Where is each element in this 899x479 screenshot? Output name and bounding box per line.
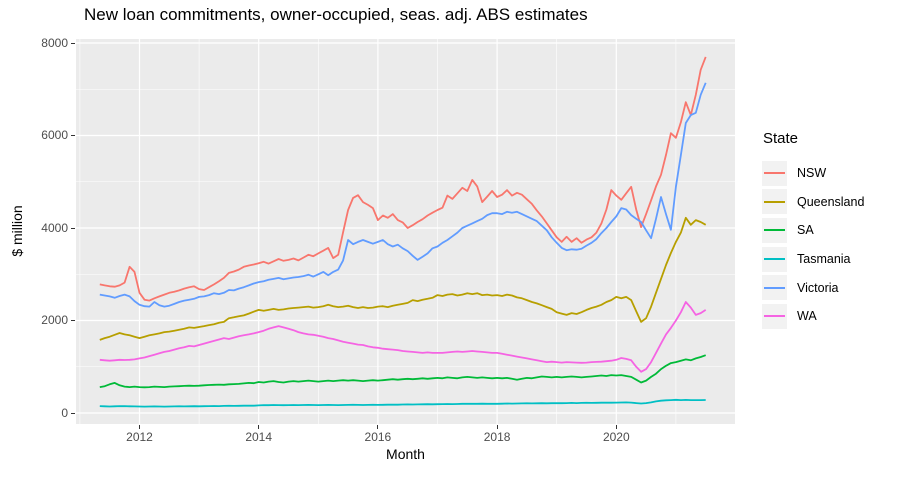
y-tick-label: 2000	[41, 313, 68, 327]
legend-key-line	[764, 229, 785, 232]
y-tick-mark	[71, 412, 75, 414]
series-line-queensland	[99, 216, 707, 341]
legend-item-label: Queensland	[797, 194, 865, 209]
legend-item-tasmania: Tasmania	[762, 245, 864, 274]
plot-svg	[76, 39, 735, 424]
series-line-victoria	[99, 82, 707, 308]
legend-item-label: Tasmania	[797, 252, 851, 267]
series-line-nsw	[99, 56, 707, 302]
x-axis-title: Month	[386, 446, 425, 462]
legend-key-line	[764, 315, 785, 318]
y-tick-mark	[71, 227, 75, 229]
legend-items: NSW Queensland SA Tasmania Victoria WA	[762, 159, 864, 331]
x-tick-label: 2020	[602, 430, 630, 444]
y-tick-label: 6000	[41, 128, 68, 142]
legend-key-icon	[762, 189, 787, 215]
legend-key-line	[764, 286, 785, 289]
legend-key-line	[764, 258, 785, 261]
legend-item-victoria: Victoria	[762, 273, 864, 302]
x-tick-label: 2016	[364, 430, 392, 444]
legend-item-sa: SA	[762, 216, 864, 245]
series-line-tasmania	[99, 398, 706, 408]
x-tick-mark	[496, 425, 498, 429]
x-tick-mark	[377, 425, 379, 429]
y-tick-mark	[71, 42, 75, 44]
x-tick-label: 2012	[126, 430, 153, 444]
legend-key-icon	[762, 160, 787, 186]
x-tick-mark	[615, 425, 617, 429]
chart-title: New loan commitments, owner-occupied, se…	[84, 5, 588, 24]
legend-item-label: WA	[797, 309, 817, 324]
y-tick-label: 0	[61, 405, 68, 420]
legend-key-icon	[762, 217, 787, 243]
y-tick-mark	[71, 135, 75, 136]
series-line-wa	[99, 301, 707, 373]
x-tick-label: 2014	[245, 430, 273, 444]
legend-key-line	[764, 172, 785, 175]
legend-key-line	[764, 200, 785, 203]
legend-item-label: SA	[797, 223, 814, 238]
x-tick-label: 2018	[483, 430, 511, 444]
plot-panel	[76, 39, 735, 424]
legend-title: State	[763, 130, 799, 147]
y-tick-mark	[71, 320, 75, 321]
y-axis-title: $ million	[9, 205, 25, 257]
legend-item-queensland: Queensland	[762, 188, 864, 217]
legend-key-icon	[762, 303, 787, 329]
legend-item-wa: WA	[762, 302, 864, 331]
legend: State NSW Queensland SA Tasmania Victoria WA	[762, 130, 864, 331]
y-tick-label: 8000	[41, 35, 68, 50]
y-tick-label: 4000	[41, 220, 68, 235]
legend-key-icon	[762, 275, 787, 301]
legend-key-icon	[762, 246, 787, 272]
legend-item-label: NSW	[797, 166, 827, 181]
x-tick-mark	[258, 425, 260, 429]
legend-item-label: Victoria	[797, 280, 839, 295]
legend-item-nsw: NSW	[762, 159, 864, 188]
x-tick-mark	[139, 425, 140, 429]
series-line-sa	[99, 354, 707, 389]
